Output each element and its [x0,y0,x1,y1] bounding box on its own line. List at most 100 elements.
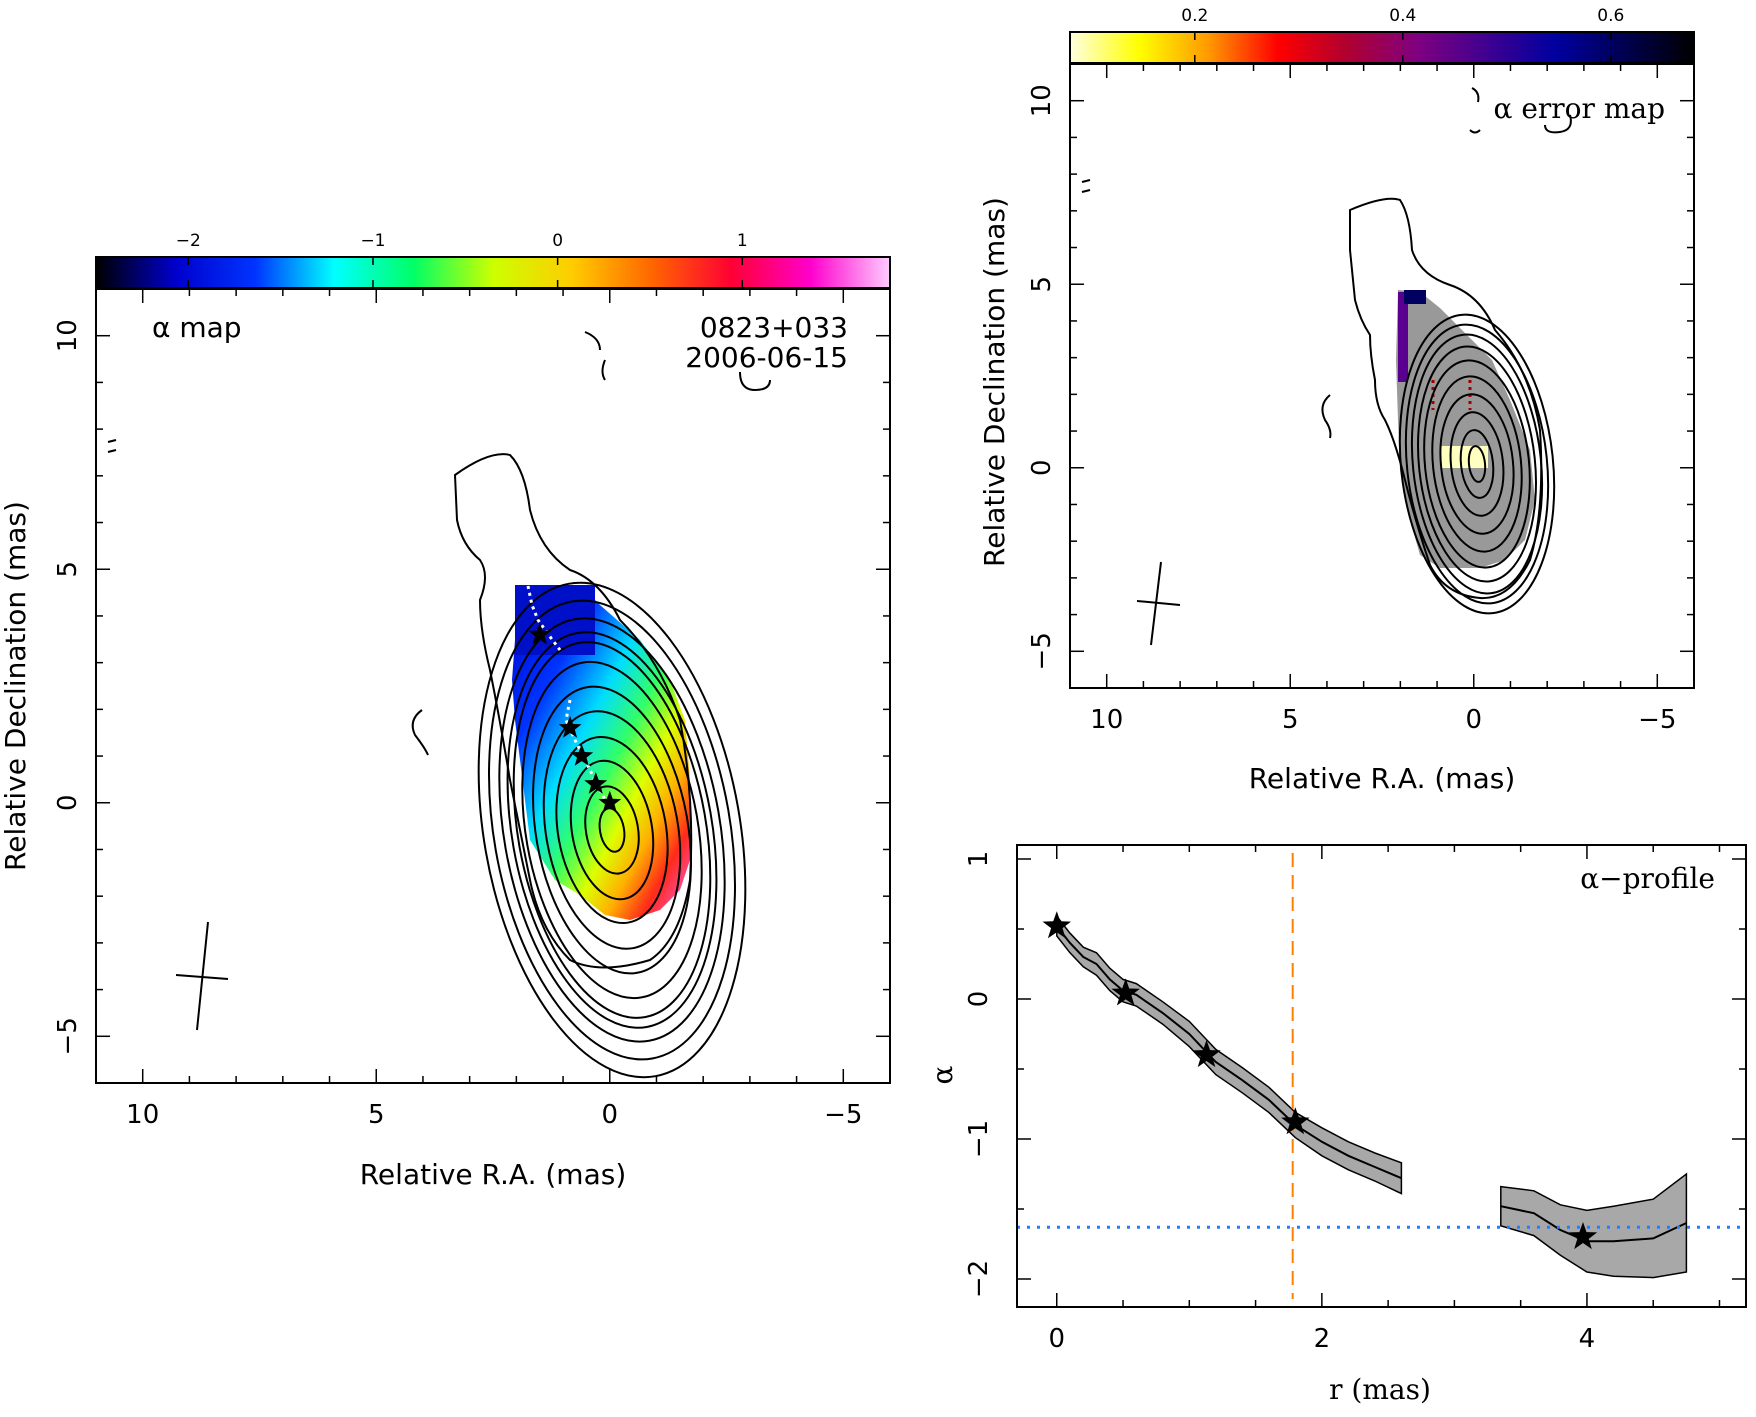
contour-level [1398,313,1556,615]
y-tick-label: 10 [53,319,83,352]
alpha-map-ridge-line [526,585,562,651]
alpha-error-outer-contour [1349,197,1543,600]
alpha-profile-ticks: 0 2 4 −2 −1 0 1 [964,845,1746,1354]
alpha-error-colorbar-ticks: 0.2 0.4 0.6 [1181,6,1624,63]
alpha-error-yellow-core [1440,446,1488,468]
profile-star-marker [1281,1107,1310,1135]
alpha-map-date: 2006-06-15 [685,341,848,374]
alpha-map-ridge-line-2 [564,699,607,801]
alpha-map-noise-contour-4 [739,371,771,392]
x-tick-label: −5 [824,1100,862,1130]
alpha-map-beam-minor [175,974,229,980]
x-tick-label: 10 [126,1100,159,1130]
alpha-profile-line [1056,925,1402,1180]
profile-star-marker [1042,911,1071,939]
alpha-profile-stars [1042,911,1598,1250]
alpha-colorbar-ticks: −2 −1 0 1 [176,231,748,288]
profile-star-marker [598,790,622,813]
contour-level [1417,345,1537,583]
x-tick-label: 5 [1282,705,1299,735]
alpha-error-purple-edge [1398,292,1408,382]
alpha-profile-ylabel: α [926,1065,959,1084]
alpha-error-xlabel: Relative R.A. (mas) [1249,762,1516,795]
alpha-map-noise-contour [411,709,429,756]
x-tick-label: −5 [1638,705,1676,735]
alpha-profile-panel: 0 2 4 −2 −1 0 1 α−profile r (mas) α [926,844,1747,1406]
contour-level [477,581,747,1079]
alpha-map-noise-contour-2 [584,331,606,381]
alpha-map-profile-stars [528,622,622,813]
colorbar-tick-label: 0.2 [1181,6,1208,26]
x-tick-label: 2 [1314,1324,1331,1354]
alpha-map-xlabel: Relative R.A. (mas) [360,1158,627,1191]
error-band [1500,1172,1688,1279]
alpha-error-annotation: α error map [1494,92,1665,125]
alpha-error-colorbar [1069,31,1695,64]
profile-star-marker [584,772,608,794]
alpha-map-color-region [512,585,690,920]
alpha-map-outer-contour [453,453,693,969]
contour-level [555,735,669,925]
alpha-profile-error-bands [1056,914,1688,1279]
profile-star-marker [1192,1040,1221,1068]
y-tick-label: 10 [1027,84,1057,117]
alpha-map-contours [477,581,747,1079]
colorbar-tick-label: 0 [552,231,563,251]
x-tick-label: 5 [368,1100,385,1130]
x-tick-label: 0 [1048,1324,1065,1354]
y-tick-label: −2 [964,1260,994,1298]
contour-level [488,599,736,1061]
contour-level [569,759,655,901]
contour-level [521,660,703,1000]
alpha-error-ylabel: Relative Declination (mas) [978,197,1011,567]
alpha-error-map-ticks: 10 5 0 −5 −5 0 5 10 [1027,63,1695,735]
alpha-profile-xlabel: r (mas) [1329,1373,1431,1406]
x-tick-label: 0 [1465,705,1482,735]
y-tick-label: 0 [1027,459,1057,476]
y-tick-label: 0 [964,991,994,1008]
alpha-error-noise-contour [1321,394,1332,439]
profile-star-marker [558,716,582,738]
alpha-map-ticks: 10 5 0 −5 −5 0 5 10 [53,288,891,1130]
contour-level [1423,359,1531,569]
alpha-error-noise-contour-3 [1471,87,1572,134]
contour-level [584,785,640,875]
contour-level [1449,411,1505,517]
y-tick-label: −5 [53,1017,83,1055]
profile-star-marker [528,622,552,645]
profile-star-marker [570,744,594,766]
contour-level [512,641,712,1019]
alpha-profile-annotation: α−profile [1580,862,1715,895]
y-tick-label: −1 [964,1120,994,1158]
alpha-error-noise-contour-2 [1081,179,1091,193]
alpha-error-map-panel: 0.2 0.4 0.6 10 5 0 −5 −5 0 5 10 α error map Relat… [978,6,1695,795]
profile-star-marker [1568,1222,1598,1250]
y-tick-label: 1 [964,851,994,868]
contour-level [532,685,692,975]
y-tick-label: −5 [1027,632,1057,670]
contour-level [1431,375,1523,553]
contour-level [542,710,682,950]
alpha-map-annotation: α map [152,311,242,344]
profile-star-marker [1111,978,1140,1006]
alpha-profile-frame [1016,844,1747,1308]
y-tick-label: 5 [1027,276,1057,293]
colorbar-tick-label: −1 [360,231,385,251]
colorbar-tick-label: 0.6 [1597,6,1624,26]
contour-level [1410,333,1544,595]
x-tick-label: 4 [1579,1324,1596,1354]
alpha-error-noise-contour-4 [1469,129,1481,134]
x-tick-label: 10 [1090,705,1123,735]
contour-level [1439,393,1515,535]
alpha-error-contours [1398,313,1556,615]
contour-level [498,617,726,1043]
colorbar-tick-label: −2 [176,231,201,251]
contour-level [506,631,718,1029]
colorbar-tick-label: 0.4 [1389,6,1416,26]
x-tick-label: 0 [601,1100,618,1130]
contour-level [1459,429,1495,499]
colorbar-tick-label: 1 [737,231,748,251]
contour-level [1467,445,1487,483]
